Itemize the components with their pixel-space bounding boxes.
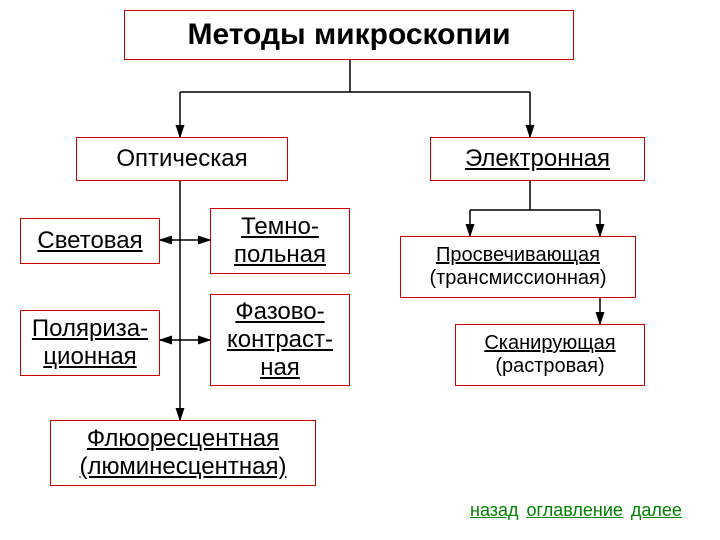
title-box: Методы микроскопии [124,10,574,60]
nav-next[interactable]: далее [631,500,682,521]
title-text: Методы микроскопии [187,18,510,52]
node-phase[interactable]: Фазово- контраст- ная [210,294,350,386]
node-optical: Оптическая [76,137,288,181]
node-label-l2: (трансмиссионная) [429,267,606,290]
node-electronic[interactable]: Электронная [430,137,645,181]
node-label-l2[interactable]: контраст- [227,326,333,354]
node-polar[interactable]: Поляриза- ционная [20,310,160,376]
node-label-l1[interactable]: Фазово- [235,298,324,326]
nav-back[interactable]: назад [470,500,519,521]
node-fluorescent[interactable]: Флюоресцентная (люминесцентная) [50,420,316,486]
node-label-l1[interactable]: Темно- [241,213,319,241]
nav-links: назад оглавление далее [470,500,682,521]
node-label-l3[interactable]: ная [260,354,300,382]
node-darkfield[interactable]: Темно- польная [210,208,350,274]
node-label[interactable]: Световая [37,227,142,255]
nav-toc[interactable]: оглавление [527,500,623,521]
node-label-l2[interactable]: ционная [43,343,136,371]
node-label[interactable]: Электронная [465,145,610,173]
node-label-l1[interactable]: Сканирующая [484,332,615,355]
node-label-l1[interactable]: Поляриза- [32,315,148,343]
node-label-l2: (растровая) [495,355,604,378]
node-transmission[interactable]: Просвечивающая (трансмиссионная) [400,236,636,298]
node-label-l2[interactable]: (люминесцентная) [80,453,287,481]
node-light[interactable]: Световая [20,218,160,264]
node-scanning[interactable]: Сканирующая (растровая) [455,324,645,386]
node-label-l1[interactable]: Флюоресцентная [87,425,279,453]
node-label-l1[interactable]: Просвечивающая [436,244,600,267]
node-label: Оптическая [116,145,247,173]
node-label-l2[interactable]: польная [234,241,326,269]
